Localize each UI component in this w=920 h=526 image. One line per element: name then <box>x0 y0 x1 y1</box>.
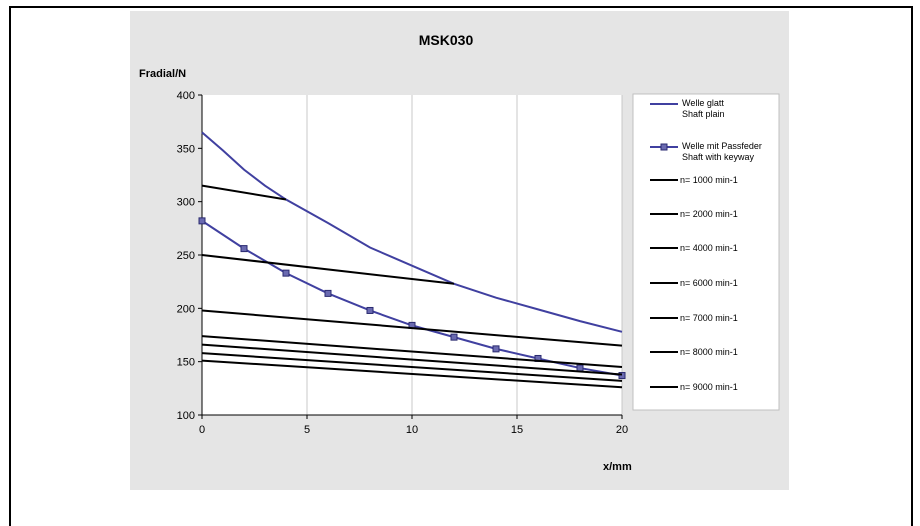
y-tick-label: 200 <box>177 303 195 315</box>
legend-label: Welle glatt <box>682 98 724 108</box>
series-layer <box>198 131 626 389</box>
y-tick-label: 250 <box>177 250 195 262</box>
data-point-marker <box>366 306 374 314</box>
legend-label: Shaft plain <box>682 109 725 119</box>
series-line-1 <box>201 131 623 333</box>
data-point-marker <box>492 345 500 353</box>
x-tick-label: 10 <box>406 424 418 436</box>
series-line-6 <box>201 335 623 368</box>
legend-label: n= 7000 min-1 <box>680 313 738 323</box>
data-point-marker <box>240 245 248 253</box>
data-point-marker <box>576 364 584 372</box>
y-tick-label: 350 <box>177 143 195 155</box>
y-axis-label: Fradial/N <box>139 68 186 80</box>
legend-label: Welle mit Passfeder <box>682 141 762 151</box>
x-axis-label: x/mm <box>603 461 632 473</box>
x-tick-label: 0 <box>199 424 205 436</box>
legend-label: n= 1000 min-1 <box>680 175 738 185</box>
data-point-marker <box>450 333 458 341</box>
series-line-8 <box>201 352 623 382</box>
axes: 100 150 200 250 300 350 400 0 5 10 15 20 <box>177 90 628 436</box>
series-line-3 <box>201 184 287 201</box>
figure-frame <box>9 6 913 526</box>
y-tick-label: 300 <box>177 197 195 209</box>
legend-marker <box>660 143 668 151</box>
y-tick-label: 100 <box>177 410 195 422</box>
legend-label: n= 6000 min-1 <box>680 278 738 288</box>
y-tick-label: 400 <box>177 90 195 102</box>
x-tick-label: 5 <box>304 424 310 436</box>
legend-label: n= 8000 min-1 <box>680 347 738 357</box>
legend-label: Shaft with keyway <box>682 152 755 162</box>
legend-label: n= 9000 min-1 <box>680 382 738 392</box>
series-line-4 <box>201 254 455 285</box>
grid-lines <box>306 95 623 415</box>
x-tick-label: 15 <box>511 424 523 436</box>
series-line-9 <box>201 359 623 389</box>
data-point-marker <box>198 217 206 225</box>
data-point-marker <box>618 372 626 380</box>
series-line-5 <box>201 309 623 347</box>
x-tick-label: 20 <box>616 424 628 436</box>
data-point-marker <box>282 269 290 277</box>
chart-title: MSK030 <box>419 32 474 48</box>
y-tick-label: 150 <box>177 357 195 369</box>
chart-svg: MSK030 Fradial/N x/mm 100150200250300350… <box>139 32 780 473</box>
legend-label: n= 2000 min-1 <box>680 209 738 219</box>
series-line-7 <box>201 343 623 376</box>
legend-label: n= 4000 min-1 <box>680 243 738 253</box>
data-point-marker <box>324 289 332 297</box>
